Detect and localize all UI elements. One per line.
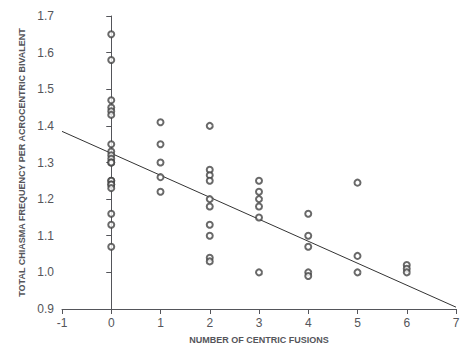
svg-text:-1: -1 — [57, 316, 68, 330]
svg-text:1.2: 1.2 — [37, 192, 54, 206]
svg-text:1.1: 1.1 — [37, 229, 54, 243]
svg-text:TOTAL CHIASMA FREQUENCY PER AC: TOTAL CHIASMA FREQUENCY PER ACROCENTRIC … — [17, 28, 27, 297]
svg-text:4: 4 — [305, 316, 312, 330]
svg-text:0.9: 0.9 — [37, 302, 54, 316]
svg-text:0: 0 — [108, 316, 115, 330]
svg-text:1.5: 1.5 — [37, 82, 54, 96]
svg-text:1: 1 — [157, 316, 164, 330]
svg-text:6: 6 — [403, 316, 410, 330]
svg-text:1.4: 1.4 — [37, 119, 54, 133]
svg-text:5: 5 — [354, 316, 361, 330]
svg-text:1.7: 1.7 — [37, 9, 54, 23]
svg-text:1.6: 1.6 — [37, 46, 54, 60]
svg-text:2: 2 — [206, 316, 213, 330]
svg-text:1.3: 1.3 — [37, 156, 54, 170]
svg-text:3: 3 — [256, 316, 263, 330]
svg-text:7: 7 — [453, 316, 460, 330]
svg-text:NUMBER OF CENTRIC FUSIONS: NUMBER OF CENTRIC FUSIONS — [189, 335, 329, 345]
svg-text:1.0: 1.0 — [37, 265, 54, 279]
